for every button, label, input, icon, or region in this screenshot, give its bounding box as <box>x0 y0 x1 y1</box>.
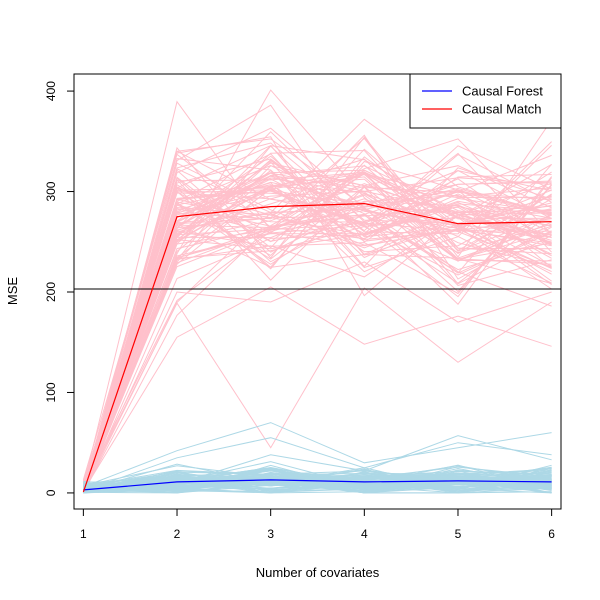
causal-match-simulation-line <box>82 165 552 487</box>
x-tick-label: 5 <box>455 527 462 541</box>
x-axis: 1 2 3 4 5 6 <box>80 508 555 541</box>
x-tick-label: 3 <box>267 527 274 541</box>
y-tick-label: 200 <box>44 282 58 302</box>
x-tick-label: 2 <box>174 527 181 541</box>
causal-forest-mean-line <box>83 479 552 491</box>
causal-forest-simulation-line <box>83 470 552 493</box>
causal-match-simulation-line <box>82 205 552 481</box>
y-axis: 0 100 200 300 400 <box>44 81 75 496</box>
causal-forest-simulation-line <box>83 435 552 490</box>
causal-forest-simulation-line <box>83 474 552 488</box>
causal-forest-simulation-line <box>83 474 552 494</box>
y-tick-label: 300 <box>44 181 58 201</box>
legend: Causal Forest Causal Match <box>409 73 562 129</box>
causal-match-simulation-line <box>82 205 552 487</box>
causal-match-simulation-line <box>82 89 552 493</box>
y-axis-label: MSE <box>5 277 20 306</box>
causal-match-simulation-line <box>82 138 552 494</box>
x-tick-label: 4 <box>361 527 368 541</box>
causal-match-simulation-line <box>82 287 552 491</box>
causal-match-mean-line <box>82 202 552 493</box>
causal-match-simulation-line <box>82 127 552 494</box>
legend-label-causal-forest: Causal Forest <box>462 84 543 99</box>
causal-forest-simulation-line <box>83 477 552 491</box>
y-tick-label: 100 <box>44 382 58 402</box>
causal-match-simulation-line <box>82 165 552 494</box>
causal-match-simulation-line <box>82 186 552 487</box>
mean-series-lines <box>82 202 552 493</box>
causal-match-simulation-line <box>82 178 552 494</box>
causal-match-simulation-line <box>82 131 552 494</box>
causal-match-simulation-line <box>82 286 552 492</box>
causal-forest-simulation-line <box>83 476 552 492</box>
background-simulation-lines <box>82 89 553 494</box>
x-axis-label: Number of covariates <box>256 565 380 580</box>
x-tick-label: 1 <box>80 527 87 541</box>
causal-match-simulation-line <box>82 156 552 494</box>
causal-match-simulation-line <box>82 145 552 494</box>
legend-box <box>409 73 562 129</box>
y-tick-label: 0 <box>44 489 58 496</box>
causal-forest-simulation-line <box>83 469 552 494</box>
causal-match-simulation-line <box>82 186 552 494</box>
causal-forest-simulation-line <box>83 437 552 492</box>
causal-match-simulation-line <box>82 261 552 493</box>
causal-match-simulation-line <box>82 104 552 480</box>
causal-match-simulation-line <box>82 163 552 492</box>
causal-match-simulation-line <box>82 178 552 494</box>
y-tick-label: 400 <box>44 81 58 101</box>
causal-match-simulation-line <box>82 185 552 491</box>
x-tick-label: 6 <box>548 527 555 541</box>
causal-match-simulation-line <box>82 142 552 490</box>
causal-match-simulation-line <box>82 184 552 489</box>
causal-match-simulation-line <box>82 169 552 494</box>
legend-label-causal-match: Causal Match <box>462 102 541 117</box>
causal-match-simulation-line <box>82 187 552 494</box>
